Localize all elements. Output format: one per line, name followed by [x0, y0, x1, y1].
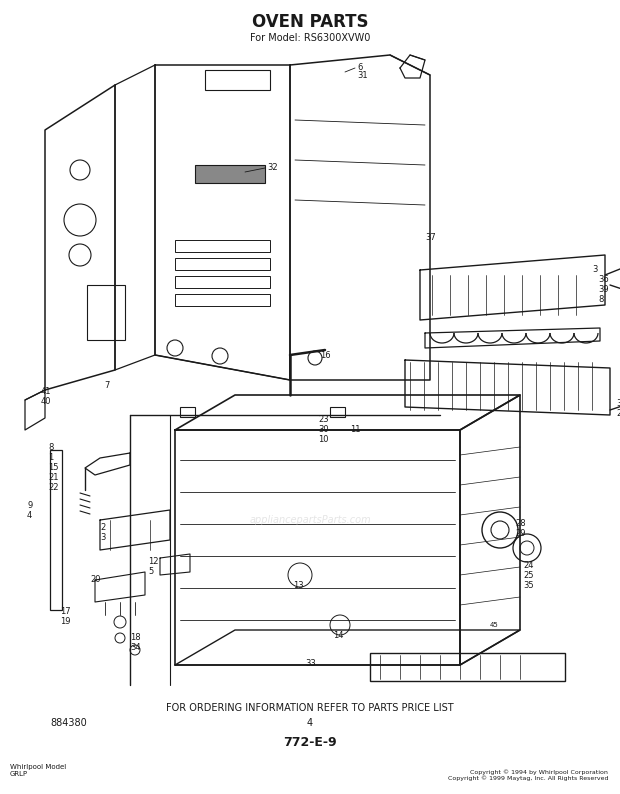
Text: 11: 11 [350, 426, 360, 434]
Bar [175, 276, 270, 288]
Text: 37: 37 [425, 233, 436, 241]
Text: 9: 9 [27, 500, 32, 510]
Bar [370, 653, 565, 681]
Text: 16: 16 [320, 352, 330, 360]
Bar [175, 258, 270, 270]
Text: 17: 17 [60, 607, 71, 616]
Text: 33: 33 [305, 658, 316, 668]
Text: 10: 10 [318, 435, 329, 445]
Text: 41: 41 [41, 387, 51, 396]
Text: 7: 7 [104, 380, 109, 390]
Text: 29: 29 [515, 529, 526, 538]
Text: 4: 4 [27, 511, 32, 519]
Text: 40: 40 [41, 398, 51, 407]
Text: appliancepartsParts.com: appliancepartsParts.com [249, 515, 371, 525]
Text: 6: 6 [357, 64, 362, 72]
Text: 1: 1 [48, 453, 53, 462]
Text: 30: 30 [318, 426, 329, 434]
Text: 18: 18 [130, 634, 141, 642]
Text: OVEN PARTS: OVEN PARTS [252, 13, 368, 31]
Text: 5: 5 [148, 568, 153, 576]
Text: 34: 34 [130, 643, 141, 653]
Bar [175, 240, 270, 252]
Text: 24: 24 [523, 561, 533, 569]
Text: 38: 38 [616, 399, 620, 407]
Text: 23: 23 [318, 415, 329, 425]
Text: 45: 45 [490, 622, 498, 628]
Bar [205, 70, 270, 90]
Bar [50, 450, 62, 610]
Text: 4: 4 [307, 718, 313, 728]
Text: 15: 15 [48, 464, 58, 472]
Text: 39: 39 [598, 286, 609, 295]
Text: 3: 3 [100, 534, 105, 542]
Text: For Model: RS6300XVW0: For Model: RS6300XVW0 [250, 33, 370, 43]
Text: 28: 28 [515, 518, 526, 527]
Text: FOR ORDERING INFORMATION REFER TO PARTS PRICE LIST: FOR ORDERING INFORMATION REFER TO PARTS … [166, 703, 454, 713]
Text: 20: 20 [90, 576, 100, 584]
Text: 8: 8 [48, 444, 53, 453]
Text: 3: 3 [592, 265, 598, 275]
Text: Whirlpool Model
GRLP: Whirlpool Model GRLP [10, 764, 66, 777]
Bar [180, 407, 195, 417]
Text: 884380: 884380 [50, 718, 87, 728]
Text: 32: 32 [267, 164, 278, 172]
Text: Copyright © 1994 by Whirlpool Corporation
Copyright © 1999 Maytag, Inc. All Righ: Copyright © 1994 by Whirlpool Corporatio… [448, 769, 608, 781]
Bar [175, 294, 270, 306]
Text: 14: 14 [333, 630, 343, 639]
Text: 26: 26 [616, 408, 620, 418]
Text: 21: 21 [48, 473, 58, 483]
Bar [330, 407, 345, 417]
Text: 25: 25 [523, 571, 533, 580]
Text: 31: 31 [357, 71, 368, 80]
Text: 13: 13 [293, 580, 304, 589]
Text: 772-E-9: 772-E-9 [283, 735, 337, 749]
Bar [87, 285, 125, 340]
Text: 2: 2 [100, 523, 105, 533]
Text: 35: 35 [523, 580, 534, 589]
Text: 36: 36 [598, 276, 609, 284]
Bar [195, 165, 265, 183]
Text: 8: 8 [598, 295, 603, 305]
Text: 12: 12 [148, 557, 159, 566]
Text: 19: 19 [60, 618, 71, 626]
Text: 22: 22 [48, 484, 58, 492]
